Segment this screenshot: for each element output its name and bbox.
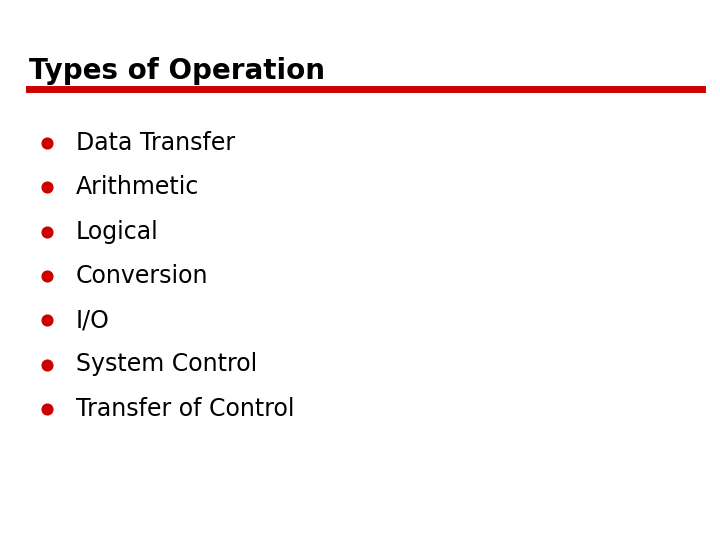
Point (41, 404, 53, 413)
Text: Logical: Logical (76, 220, 158, 244)
Point (41, 316, 53, 325)
Point (41, 227, 53, 236)
Text: Conversion: Conversion (76, 264, 208, 288)
Text: System Control: System Control (76, 353, 257, 376)
Text: Data Transfer: Data Transfer (76, 131, 235, 155)
Text: Types of Operation: Types of Operation (29, 57, 325, 85)
Point (41, 183, 53, 192)
Text: Arithmetic: Arithmetic (76, 176, 199, 199)
Text: Transfer of Control: Transfer of Control (76, 397, 294, 421)
Text: I/O: I/O (76, 308, 109, 332)
Point (41, 360, 53, 369)
Point (41, 139, 53, 147)
Point (41, 272, 53, 280)
